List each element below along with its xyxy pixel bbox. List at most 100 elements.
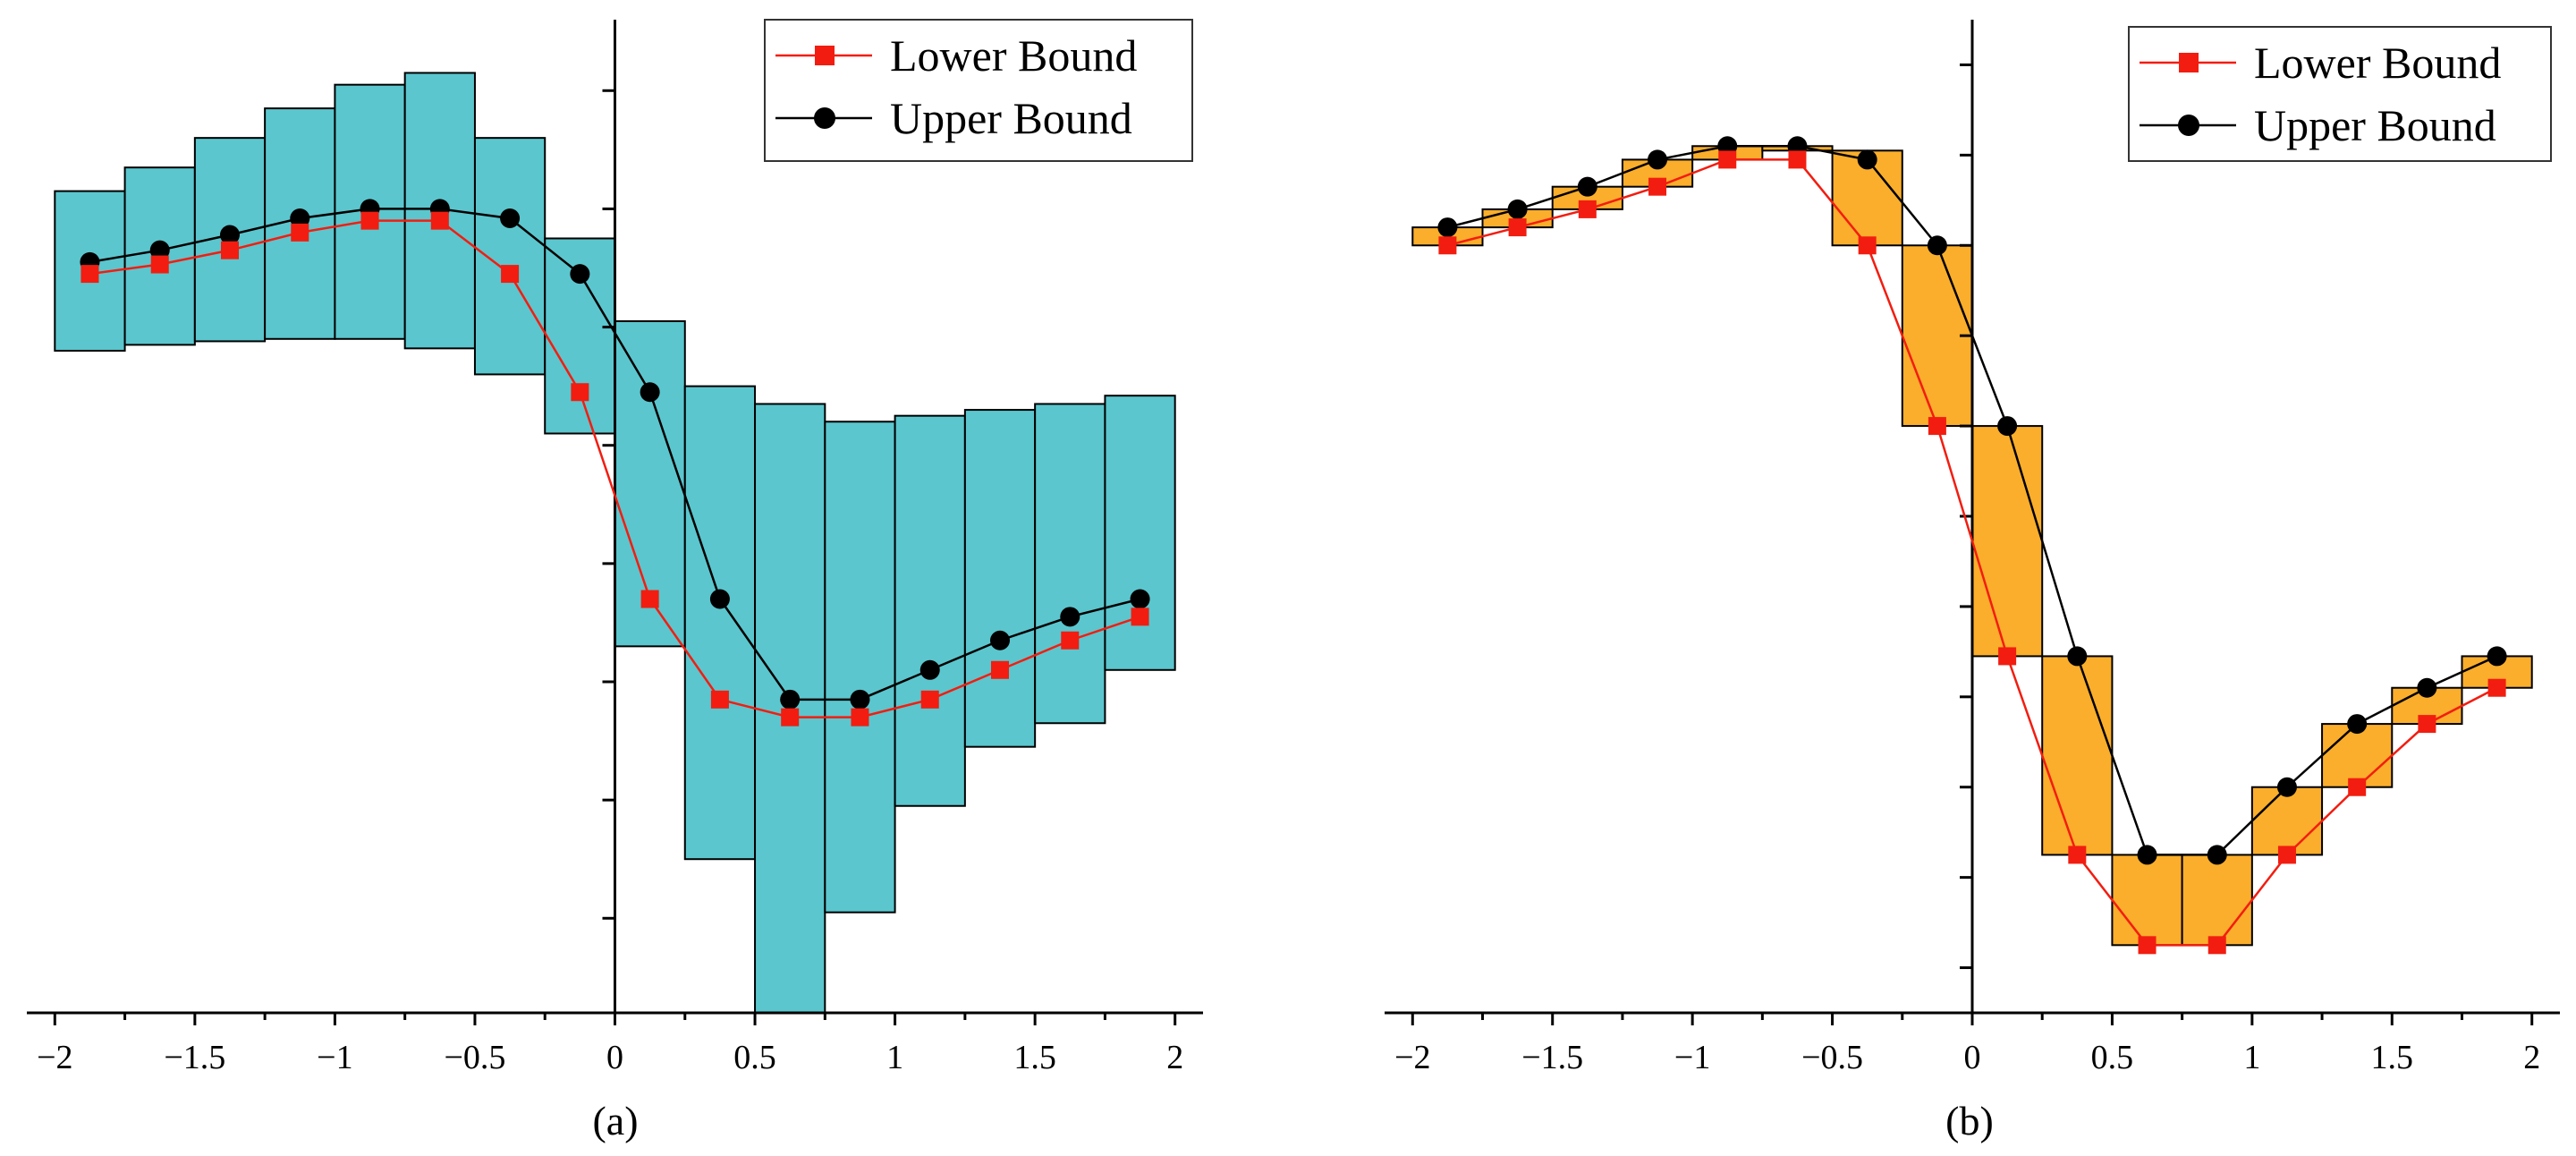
panel-a-legend-upper-bound-marker — [814, 107, 835, 129]
panel-a-interval-bar — [1034, 403, 1106, 725]
panel-a-lower-bound-point — [80, 265, 99, 284]
panel-a-upper-bound-point — [1130, 589, 1150, 609]
panel-a-x-tick-label: −1 — [317, 1039, 352, 1076]
panel-b-upper-bound-point — [1857, 149, 1877, 170]
panel-b-interval-bar — [1971, 425, 2044, 658]
panel-a-lower-bound-point — [640, 590, 659, 608]
panel-a-upper-bound-point — [290, 208, 310, 228]
panel-a-series — [80, 199, 1150, 727]
panel-a-upper-bound-point — [640, 382, 660, 403]
panel-b-x-tick-label: 0.5 — [2091, 1039, 2134, 1076]
panel-b-upper-bound-point — [1648, 149, 1668, 170]
panel-a-x-tick-label: −0.5 — [444, 1039, 505, 1076]
panel-a-interval-bar — [963, 409, 1037, 748]
panel-a-upper-bound-point — [570, 264, 590, 285]
panel-b-upper-bound-point — [2067, 646, 2088, 667]
panel-a-lower-bound-point — [501, 265, 520, 284]
panel-a-caption: (a) — [592, 1098, 638, 1143]
panel-b-x-tick-label: −2 — [1394, 1039, 1430, 1076]
panel-a-legend-lower-bound-marker — [815, 46, 835, 65]
panel-b-lower-bound-line — [1447, 158, 2498, 947]
panel-b-x-tick-label: 0 — [1964, 1039, 1981, 1076]
panel-a-lower-bound-point — [1131, 608, 1149, 626]
panel-b-interval-bar — [2041, 655, 2114, 856]
panel-b-x-tick-label: −1 — [1674, 1039, 1710, 1076]
panel-b-x-tick-label: 1.5 — [2371, 1039, 2414, 1076]
panel-a-lower-bound-point — [360, 211, 379, 230]
panel-b-upper-bound-point — [1577, 176, 1597, 197]
panel-a-interval-bar — [683, 385, 757, 861]
panel-b-lower-bound-point — [2487, 678, 2506, 697]
panel-b-legend-upper-bound-marker — [2178, 115, 2199, 136]
panel-b-lower-bound-point — [1438, 236, 1457, 255]
panel-b-lower-bound-point — [1718, 150, 1737, 169]
panel-b-upper-bound-point — [2207, 845, 2227, 865]
panel-b-lower-bound-point — [1788, 150, 1807, 169]
panel-b-axes: −2 −1.5 −1 −0.5 0 0.5 1 1.5 2 — [1385, 20, 2560, 1076]
panel-a-upper-bound-point — [990, 630, 1011, 650]
panel-b-lower-bound-point — [1858, 236, 1877, 255]
panel-a-x-tick-label: 2 — [1166, 1039, 1183, 1076]
panel-b-upper-bound-point — [1507, 199, 1528, 219]
panel-b-legend-lower-bound-marker — [2179, 53, 2199, 72]
panel-a-x-tick-label: 1.5 — [1013, 1039, 1056, 1076]
panel-a-upper-bound-point — [219, 225, 240, 245]
panel-a-upper-bound-point — [149, 240, 170, 260]
panel-a-axes: −2 −1.5 −1 −0.5 0 0.5 1 1.5 2 — [27, 20, 1203, 1076]
panel-b-legend-box — [2128, 26, 2552, 162]
panel-a-lower-bound-point — [291, 223, 309, 242]
panel-b-lower-bound-point — [2418, 715, 2436, 734]
panel-a-lower-bound-point — [571, 383, 589, 402]
panel-a-upper-bound-line — [89, 208, 1140, 701]
panel-b-x-tick-label: −0.5 — [1801, 1039, 1863, 1076]
panel-a-lower-bound-point — [220, 241, 239, 259]
panel-a-x-tick-label: 0 — [606, 1039, 623, 1076]
panel-b-interval-bar — [2111, 854, 2183, 947]
panel-a-interval-bar — [894, 414, 966, 807]
panel-b-interval-bar — [2250, 786, 2324, 856]
panel-a-x-tick-label: 0.5 — [733, 1039, 776, 1076]
panel-a-upper-bound-point — [709, 589, 730, 609]
panel-b-legend-upper-bound-label: Upper Bound — [2254, 100, 2496, 150]
panel-b-caption: (b) — [1945, 1098, 1994, 1143]
panel-b-upper-bound-point — [2347, 714, 2368, 735]
panel-a-upper-bound-point — [919, 659, 940, 680]
panel-b-upper-bound-point — [2417, 677, 2437, 698]
panel-a-lower-bound-point — [920, 690, 939, 709]
panel-b-lower-bound-point — [1508, 218, 1527, 237]
panel-b-lower-bound-point — [2207, 936, 2226, 955]
panel-b-interval-bar — [2181, 854, 2253, 947]
panel-a-lower-bound-point — [430, 211, 449, 230]
panel-a-upper-bound-point — [780, 689, 801, 710]
panel-a-lower-bound-line — [89, 219, 1140, 718]
panel-b-lower-bound-point — [2277, 846, 2296, 864]
panel-a-lower-bound-point — [1061, 631, 1080, 650]
panel-a-x-tick-label: −2 — [37, 1039, 72, 1076]
panel-a-lower-bound-point — [781, 708, 800, 727]
panel-b-bins — [1411, 145, 2533, 947]
panel-b-upper-bound-point — [2137, 845, 2157, 865]
panel-b-lower-bound-point — [2138, 936, 2157, 955]
panel-a-lower-bound-point — [150, 255, 169, 274]
panel-b-legend-lower-bound-label: Lower Bound — [2254, 38, 2501, 88]
panel-a-legend-box — [764, 19, 1193, 162]
panel-b-x-tick-label: 2 — [2523, 1039, 2540, 1076]
panel-a-lower-bound-point — [851, 708, 869, 727]
panel-b-upper-bound-line — [1447, 145, 2498, 856]
panel-b: −2 −1.5 −1 −0.5 0 0.5 1 1.5 2 Lower Bound Upper B… — [1385, 20, 2560, 1143]
panel-b-upper-bound-point — [2487, 646, 2507, 667]
panel-b-x-tick-label: −1.5 — [1521, 1039, 1583, 1076]
panel-a-lower-bound-point — [710, 690, 729, 709]
panel-a-upper-bound-point — [850, 689, 870, 710]
panel-a-x-tick-label: −1.5 — [164, 1039, 225, 1076]
panel-a-lower-bound-point — [991, 660, 1010, 679]
panel-a-legend-upper-bound-label: Upper Bound — [890, 93, 1132, 143]
panel-b-lower-bound-point — [1998, 647, 2017, 666]
panel-b-upper-bound-point — [1997, 416, 2018, 437]
panel-b-series — [1437, 136, 2507, 955]
panel-a-upper-bound-point — [500, 208, 521, 228]
panel-a-interval-bar — [824, 421, 896, 914]
panel-b-lower-bound-point — [2348, 778, 2367, 796]
panel-b-upper-bound-point — [2276, 777, 2297, 797]
panel-a-x-tick-label: 1 — [886, 1039, 903, 1076]
